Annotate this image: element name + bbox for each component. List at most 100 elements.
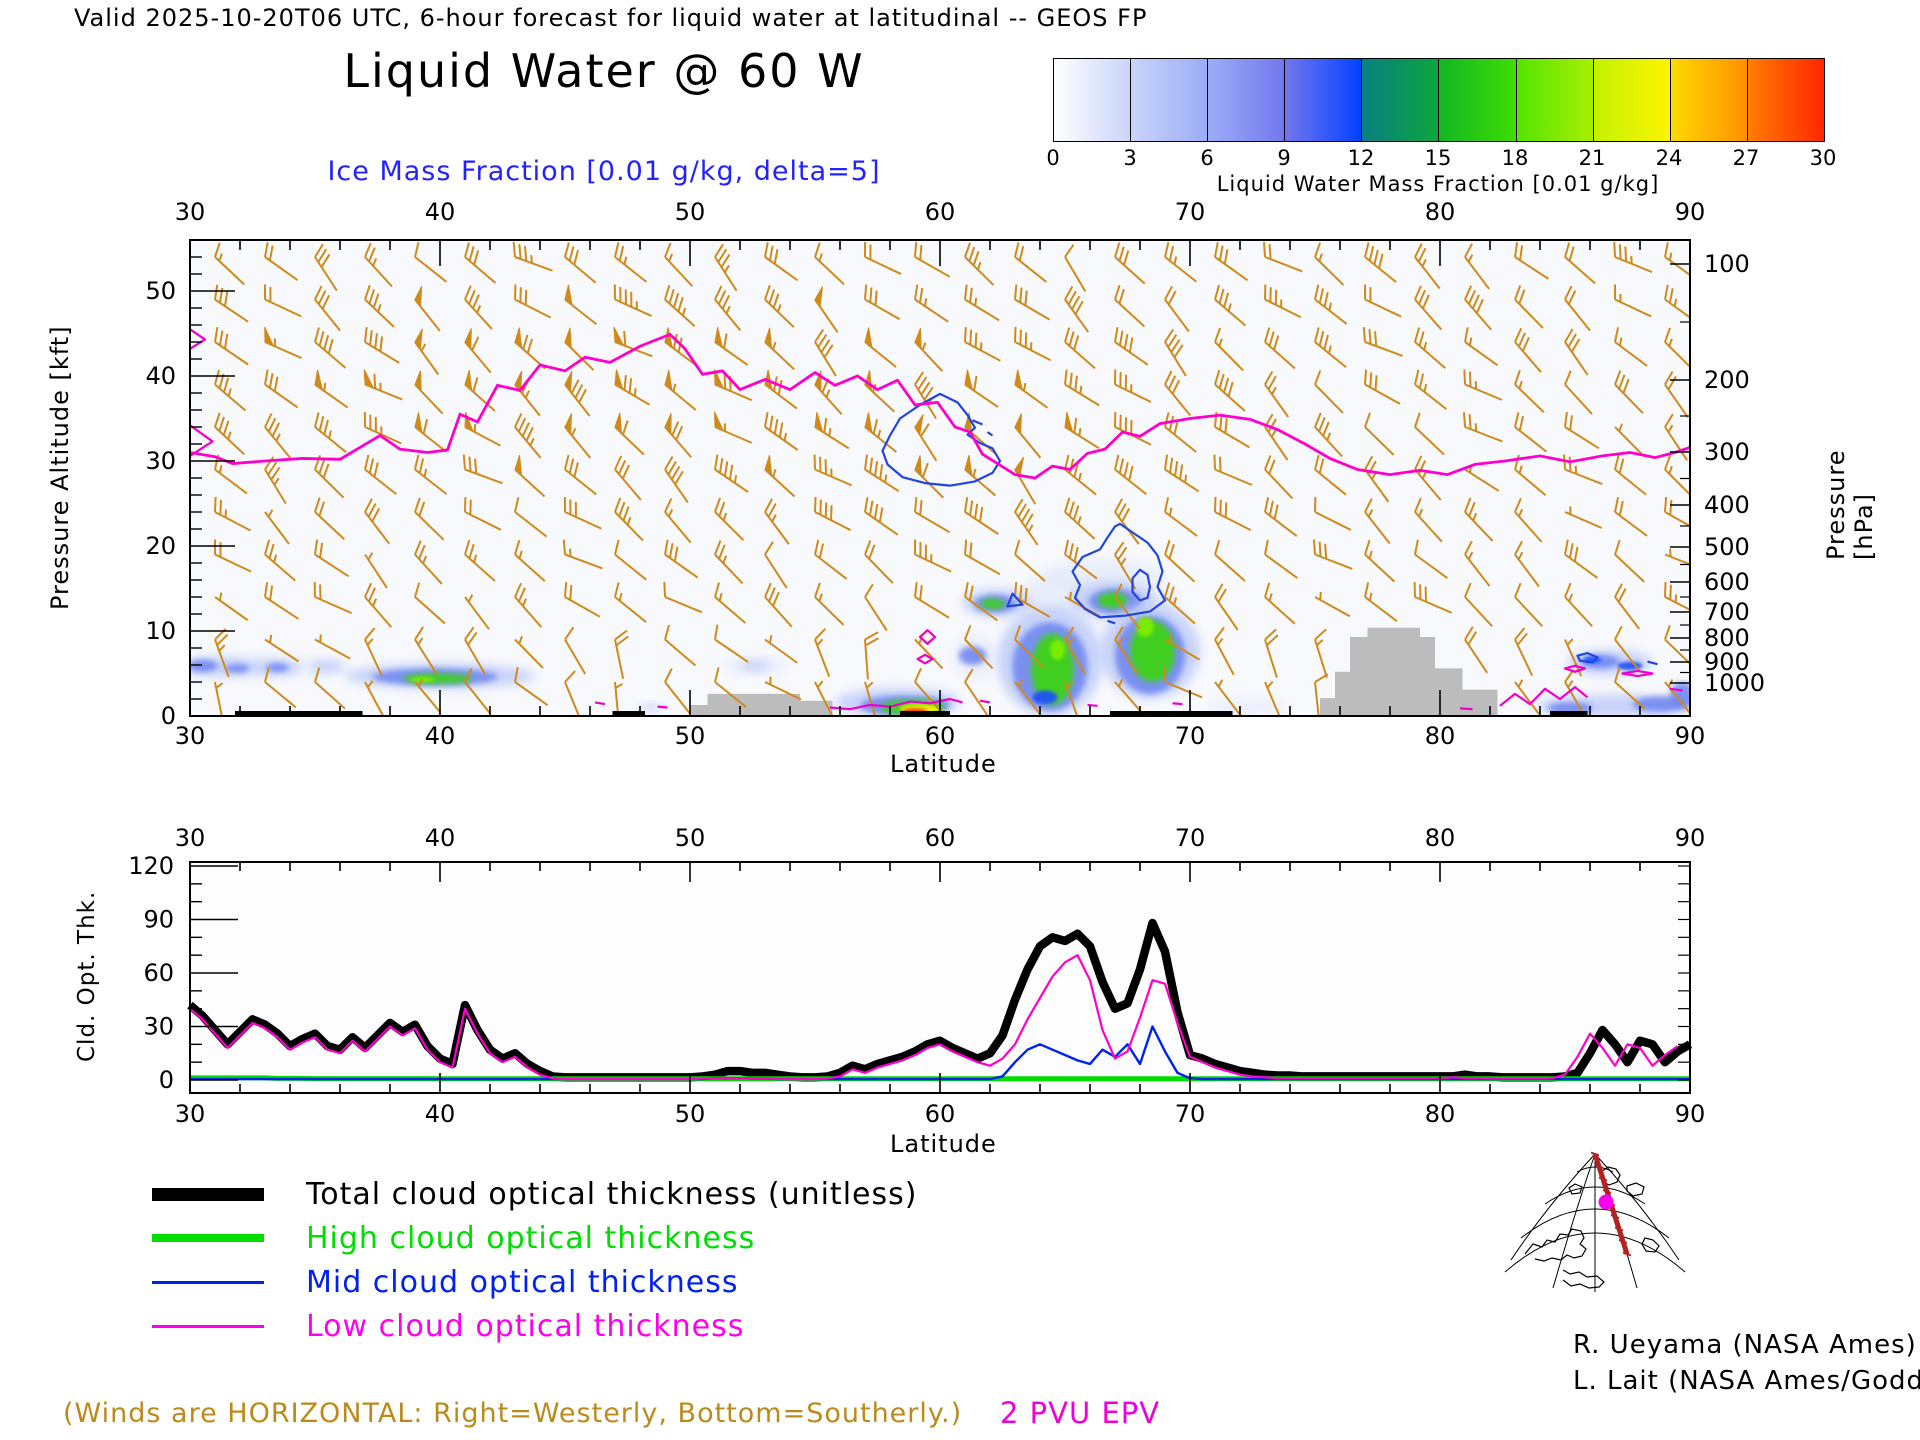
svg-text:90: 90 — [1675, 722, 1706, 750]
colorbar-segment — [1284, 59, 1362, 141]
svg-text:30: 30 — [145, 447, 176, 475]
colorbar-segment — [1207, 59, 1285, 141]
legend-swatch — [152, 1234, 264, 1242]
svg-text:40: 40 — [425, 198, 456, 226]
colorbar-segment — [1130, 59, 1208, 141]
legend-swatch — [152, 1324, 264, 1328]
svg-text:90: 90 — [143, 906, 174, 934]
colorbar-label: Liquid Water Mass Fraction [0.01 g/kg] — [1216, 172, 1660, 196]
legend-item: Low cloud optical thickness — [152, 1304, 917, 1348]
page-title: Liquid Water @ 60 W — [343, 44, 865, 98]
svg-text:80: 80 — [1425, 1100, 1456, 1128]
svg-text:80: 80 — [1425, 198, 1456, 226]
colorbar-tick-label: 30 — [1809, 146, 1837, 170]
winds-note: (Winds are HORIZONTAL: Right=Westerly, B… — [63, 1398, 963, 1429]
legend: Total cloud optical thickness (unitless)… — [152, 1172, 917, 1348]
svg-text:50: 50 — [675, 1100, 706, 1128]
svg-text:50: 50 — [675, 824, 706, 852]
colorbar-tick-label: 6 — [1200, 146, 1214, 170]
svg-text:50: 50 — [145, 277, 176, 305]
top-panel-axes: 3030404050506060707080809090010203040501… — [145, 198, 1765, 750]
legend-label: Mid cloud optical thickness — [306, 1264, 739, 1300]
top-y-axis-title: Pressure Altitude [kft] — [46, 325, 74, 610]
colorbar-tick-label: 21 — [1578, 146, 1606, 170]
legend-item: Total cloud optical thickness (unitless) — [152, 1172, 917, 1216]
legend-label: High cloud optical thickness — [306, 1220, 756, 1256]
svg-text:600: 600 — [1704, 568, 1750, 596]
svg-text:700: 700 — [1704, 598, 1750, 626]
legend-swatch — [152, 1187, 264, 1201]
legend-label: Low cloud optical thickness — [306, 1308, 745, 1344]
subtitle-ice-mass-fraction: Ice Mass Fraction [0.01 g/kg, delta=5] — [327, 156, 881, 187]
colorbar-segment — [1361, 59, 1439, 141]
svg-text:80: 80 — [1425, 824, 1456, 852]
colorbar-ticks: 0 3 6 9 12 15 18 21 24 27 30 — [1046, 146, 1836, 172]
svg-text:120: 120 — [128, 852, 174, 880]
svg-text:20: 20 — [145, 532, 176, 560]
top-panel-cross-section: 3030404050506060707080809090010203040501… — [145, 198, 1765, 750]
svg-text:70: 70 — [1175, 722, 1206, 750]
series-3 — [189, 954, 1679, 1081]
colorbar-tick-label: 0 — [1046, 146, 1060, 170]
colorbar-tick-label: 3 — [1123, 146, 1137, 170]
liquid-water-field — [190, 558, 1690, 716]
legend-label: Total cloud optical thickness (unitless) — [306, 1176, 918, 1212]
epv-minor-contours — [190, 328, 1683, 711]
svg-text:40: 40 — [425, 722, 456, 750]
svg-text:60: 60 — [925, 198, 956, 226]
legend-swatch — [152, 1280, 264, 1284]
svg-text:200: 200 — [1704, 366, 1750, 394]
svg-text:90: 90 — [1675, 824, 1706, 852]
colorbar-segment — [1515, 59, 1593, 141]
svg-text:10: 10 — [145, 617, 176, 645]
colorbar-segment — [1438, 59, 1516, 141]
svg-text:60: 60 — [925, 1100, 956, 1128]
valid-time-line: Valid 2025-10-20T06 UTC, 6-hour forecast… — [74, 4, 1148, 32]
svg-text:50: 50 — [675, 722, 706, 750]
svg-text:60: 60 — [925, 722, 956, 750]
map-location-dot — [1598, 1194, 1614, 1210]
svg-text:40: 40 — [145, 362, 176, 390]
svg-text:30: 30 — [175, 198, 206, 226]
colorbar-tick-label: 27 — [1732, 146, 1760, 170]
svg-text:800: 800 — [1704, 624, 1750, 652]
svg-text:300: 300 — [1704, 438, 1750, 466]
credit-line-1: R. Ueyama (NASA Ames) — [1573, 1330, 1917, 1360]
bottom-y-axis-title: Cld. Opt. Thk. — [74, 890, 100, 1062]
colorbar-segment — [1669, 59, 1747, 141]
ice-mass-fraction-contours — [881, 392, 1658, 666]
svg-text:0: 0 — [159, 1066, 174, 1094]
svg-text:60: 60 — [925, 824, 956, 852]
surface-bars — [235, 711, 1588, 716]
colorbar-segment — [1592, 59, 1670, 141]
svg-text:60: 60 — [143, 959, 174, 987]
epv-2pvu-line — [190, 332, 1690, 480]
svg-text:100: 100 — [1704, 250, 1750, 278]
credit-line-2: L. Lait (NASA Ames/Goddard) — [1573, 1366, 1920, 1396]
svg-text:30: 30 — [175, 722, 206, 750]
svg-text:400: 400 — [1704, 491, 1750, 519]
svg-text:40: 40 — [425, 1100, 456, 1128]
colorbar-tick-label: 9 — [1277, 146, 1291, 170]
terrain-silhouette — [690, 627, 1498, 716]
svg-text:70: 70 — [1175, 198, 1206, 226]
colorbar-tick-label: 15 — [1424, 146, 1452, 170]
legend-item: Mid cloud optical thickness — [152, 1260, 917, 1304]
colorbar-tick-label: 12 — [1347, 146, 1375, 170]
colorbar: 0 3 6 9 12 15 18 21 24 27 30 Liquid Water Mass Fra… — [1046, 58, 1836, 196]
colorbar-segment — [1746, 59, 1824, 141]
top-x-axis-title: Latitude — [890, 750, 997, 778]
svg-text:50: 50 — [675, 198, 706, 226]
svg-text:70: 70 — [1175, 1100, 1206, 1128]
legend-item: High cloud optical thickness — [152, 1216, 917, 1260]
bottom-x-axis-title: Latitude — [890, 1130, 997, 1158]
svg-text:30: 30 — [175, 824, 206, 852]
colorbar-tick-label: 24 — [1655, 146, 1683, 170]
svg-text:90: 90 — [1675, 198, 1706, 226]
svg-text:30: 30 — [143, 1013, 174, 1041]
wind-barbs — [214, 241, 1690, 716]
